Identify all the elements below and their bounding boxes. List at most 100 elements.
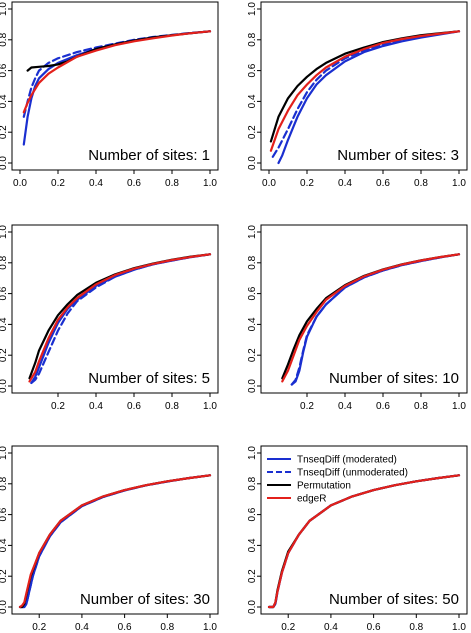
x-tick-label: 0.2 bbox=[300, 401, 314, 412]
y-tick-label: 0.8 bbox=[0, 476, 9, 490]
plot-frame bbox=[260, 1, 468, 171]
panel-annotation: Number of sites: 50 bbox=[329, 591, 459, 608]
x-tick-label: 0.6 bbox=[127, 178, 141, 189]
series-line-edger bbox=[22, 30, 212, 114]
y-tick-label: 0.0 bbox=[247, 379, 258, 393]
panel-1: 0.0 0.2 0.4 0.6 0.8 1.0 0.0 0.2 0.4 0.6 0.8 1.0 Numb… bbox=[0, 1, 219, 189]
series-line-edger bbox=[281, 253, 461, 383]
legend-label: TnseqDiff (unmoderated) bbox=[297, 468, 408, 479]
y-tick-label: 0.8 bbox=[247, 32, 258, 46]
series-line-permutation bbox=[18, 474, 212, 609]
y-tick-label: 0.8 bbox=[247, 476, 258, 490]
y-tick-label: 1.0 bbox=[247, 446, 258, 460]
x-tick-label: 0.2 bbox=[51, 401, 65, 412]
x-tick-label: 0.6 bbox=[118, 622, 132, 633]
x-tick-label: 1.0 bbox=[203, 622, 217, 633]
y-tick-label: 1.0 bbox=[0, 225, 9, 239]
y-tick-label: 0.8 bbox=[0, 255, 9, 269]
x-tick-label: 0.4 bbox=[338, 401, 352, 412]
y-tick-label: 0.2 bbox=[247, 125, 258, 139]
series-line-tnseqdiff-moderated bbox=[277, 30, 461, 165]
x-tick-label: 1.0 bbox=[203, 178, 217, 189]
series-line-edger bbox=[269, 30, 461, 152]
y-tick-label: 0.6 bbox=[247, 286, 258, 300]
panel-3: 0.0 0.2 0.4 0.6 0.8 1.0 0.2 0.4 0.6 0.8 1.0 Number … bbox=[0, 224, 219, 412]
x-tick-label: 0.0 bbox=[262, 178, 276, 189]
panel-annotation: Number of sites: 3 bbox=[337, 147, 459, 164]
x-tick-label: 0.8 bbox=[414, 401, 428, 412]
x-tick-label: 0.8 bbox=[160, 622, 174, 633]
y-tick-label: 1.0 bbox=[0, 446, 9, 460]
y-tick-label: 0.4 bbox=[247, 317, 258, 331]
y-tick-label: 0.6 bbox=[247, 63, 258, 77]
y-tick-label: 0.0 bbox=[247, 600, 258, 614]
series-line-permutation bbox=[26, 30, 212, 72]
x-tick-label: 0.4 bbox=[89, 401, 103, 412]
series-line-tnseqdiff-unmoderated bbox=[271, 30, 461, 158]
plot-frame bbox=[11, 1, 219, 171]
legend-label: edgeR bbox=[297, 494, 326, 505]
y-tick-label: 0.0 bbox=[0, 156, 9, 170]
y-tick-label: 1.0 bbox=[0, 2, 9, 16]
plot-frame bbox=[11, 224, 219, 394]
x-tick-label: 0.2 bbox=[51, 178, 65, 189]
y-tick-label: 0.4 bbox=[0, 538, 9, 552]
panel-annotation: Number of sites: 5 bbox=[88, 370, 210, 387]
x-tick-label: 0.2 bbox=[32, 622, 46, 633]
series-line-tnseqdiff-unmoderated bbox=[18, 474, 212, 609]
x-tick-label: 0.8 bbox=[165, 178, 179, 189]
legend-label: TnseqDiff (moderated) bbox=[297, 455, 397, 466]
series-line-edger bbox=[267, 474, 461, 609]
panel-annotation: Number of sites: 10 bbox=[329, 370, 459, 387]
y-tick-label: 0.6 bbox=[247, 507, 258, 521]
y-tick-label: 0.4 bbox=[0, 317, 9, 331]
y-tick-label: 0.2 bbox=[247, 569, 258, 583]
series-line-tnseqdiff-unmoderated bbox=[30, 253, 212, 384]
series-line-edger bbox=[18, 474, 212, 609]
x-tick-label: 0.8 bbox=[409, 622, 423, 633]
y-tick-label: 1.0 bbox=[247, 2, 258, 16]
y-tick-label: 0.2 bbox=[0, 348, 9, 362]
x-tick-label: 0.6 bbox=[127, 401, 141, 412]
legend: TnseqDiff (moderated) TnseqDiff (unmodera… bbox=[267, 455, 408, 505]
x-tick-label: 0.2 bbox=[281, 622, 295, 633]
x-tick-label: 0.4 bbox=[75, 622, 89, 633]
series-line-edger bbox=[28, 253, 212, 383]
plot-frame bbox=[260, 224, 468, 394]
y-tick-label: 1.0 bbox=[247, 225, 258, 239]
series-line-tnseqdiff-unmoderated bbox=[290, 253, 461, 386]
y-tick-label: 0.6 bbox=[0, 286, 9, 300]
legend-label: Permutation bbox=[297, 481, 351, 492]
x-tick-label: 0.2 bbox=[300, 178, 314, 189]
x-tick-label: 1.0 bbox=[452, 178, 466, 189]
y-tick-label: 0.6 bbox=[0, 63, 9, 77]
y-tick-label: 0.8 bbox=[247, 255, 258, 269]
y-tick-label: 0.8 bbox=[0, 32, 9, 46]
panel-5: 0.0 0.2 0.4 0.6 0.8 1.0 0.2 0.4 0.6 0.8 1.0 Number … bbox=[0, 445, 219, 633]
panel-4: 0.0 0.2 0.4 0.6 0.8 1.0 0.2 0.4 0.6 0.8 1.0 Number … bbox=[247, 224, 468, 412]
panel-2: 0.0 0.2 0.4 0.6 0.8 1.0 0.0 0.2 0.4 0.6 0.8 1.0 Numb… bbox=[247, 1, 468, 189]
y-tick-label: 0.4 bbox=[247, 94, 258, 108]
y-tick-label: 0.2 bbox=[0, 569, 9, 583]
y-tick-label: 0.4 bbox=[247, 538, 258, 552]
panel-annotation: Number of sites: 30 bbox=[80, 591, 210, 608]
x-tick-label: 1.0 bbox=[452, 401, 466, 412]
y-tick-label: 0.0 bbox=[247, 156, 258, 170]
plot-frame bbox=[260, 445, 468, 615]
series-line-tnseqdiff-moderated bbox=[18, 474, 212, 609]
x-tick-label: 0.4 bbox=[324, 622, 338, 633]
x-tick-label: 0.6 bbox=[367, 622, 381, 633]
y-tick-label: 0.0 bbox=[0, 600, 9, 614]
panel-6: 0.0 0.2 0.4 0.6 0.8 1.0 0.2 0.4 0.6 0.8 1.0 Number … bbox=[247, 445, 468, 633]
panel-annotation: Number of sites: 1 bbox=[88, 147, 210, 164]
y-tick-label: 0.6 bbox=[0, 507, 9, 521]
plot-frame bbox=[11, 445, 219, 615]
y-tick-label: 0.2 bbox=[0, 125, 9, 139]
x-tick-label: 0.0 bbox=[13, 178, 27, 189]
x-tick-label: 1.0 bbox=[203, 401, 217, 412]
y-tick-label: 0.2 bbox=[247, 348, 258, 362]
x-tick-label: 0.6 bbox=[376, 401, 390, 412]
y-tick-label: 0.0 bbox=[0, 379, 9, 393]
y-tick-label: 0.4 bbox=[0, 94, 9, 108]
